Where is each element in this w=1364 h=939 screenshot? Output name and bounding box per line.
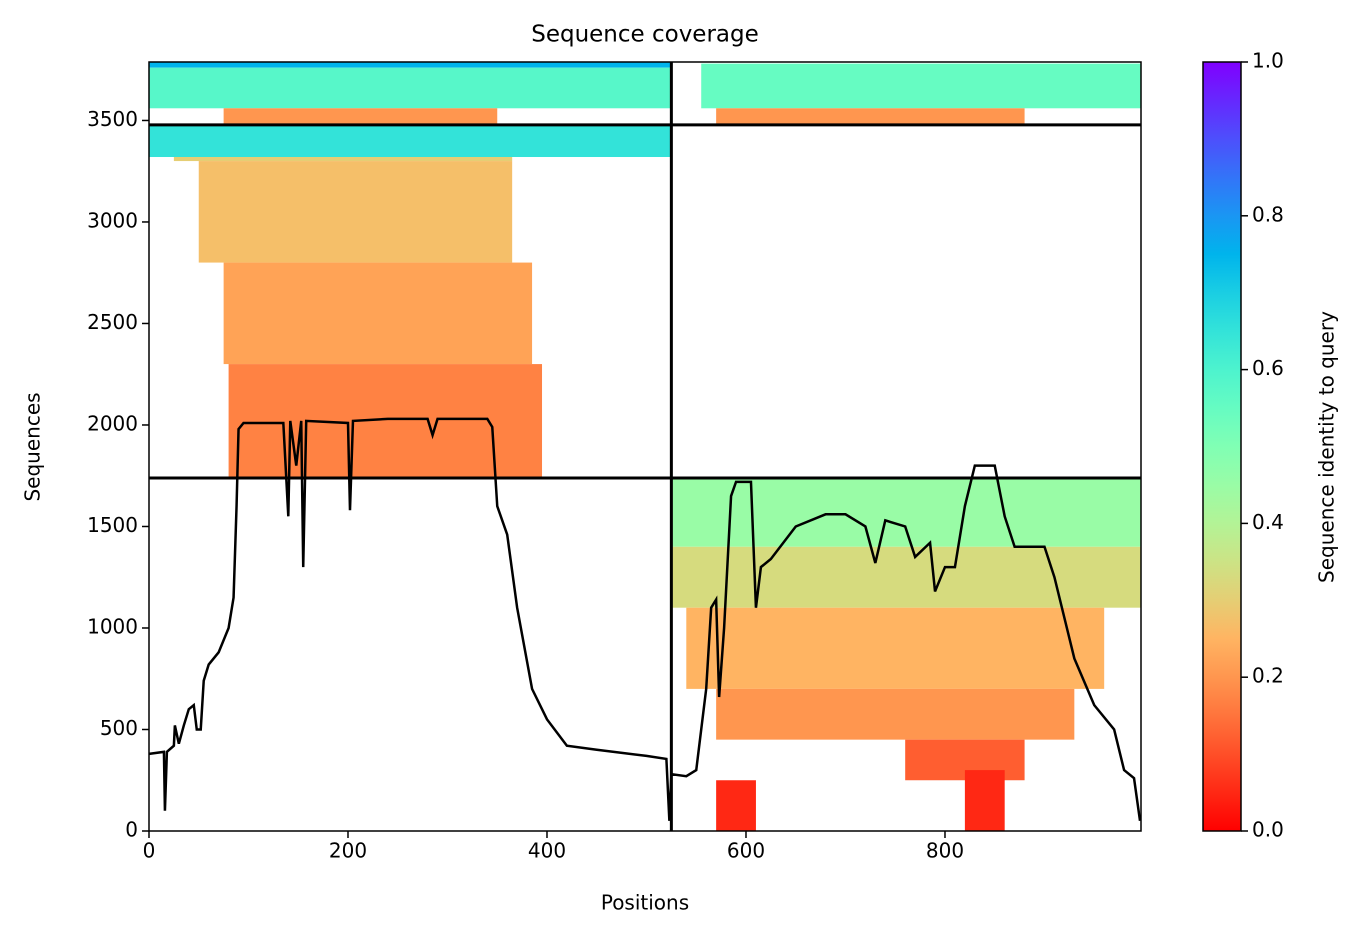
x-tick-label: 200	[329, 839, 367, 863]
coverage-block	[223, 108, 498, 125]
x-tick-label: 800	[926, 839, 964, 863]
x-tick-label: 0	[143, 839, 156, 863]
y-tick-label: 1000	[87, 614, 138, 638]
x-axis-label: Positions	[601, 891, 689, 915]
x-tick-label: 600	[727, 839, 765, 863]
coverage-line	[148, 417, 1142, 822]
y-tick-label: 3000	[87, 208, 138, 232]
y-tick-label: 3500	[87, 107, 138, 131]
chart-title: Sequence coverage	[531, 22, 759, 48]
coverage-block	[671, 477, 1141, 547]
coverage-block	[198, 161, 513, 263]
coverage-block	[671, 546, 1141, 608]
colorbar-tick-label: 1.0	[1252, 49, 1284, 73]
y-tick-label: 0	[125, 818, 138, 842]
y-tick-label: 500	[100, 716, 138, 740]
colorbar-tick-label: 0.0	[1252, 818, 1284, 842]
coverage-block	[716, 108, 1025, 125]
colorbar	[1202, 61, 1242, 832]
y-tick-label: 2500	[87, 310, 138, 334]
plot-frame	[148, 61, 1142, 832]
coverage-block	[149, 67, 672, 109]
y-tick-label: 1500	[87, 513, 138, 537]
coverage-block	[173, 157, 513, 162]
coverage-block	[149, 124, 672, 158]
colorbar-tick-label: 0.6	[1252, 356, 1284, 380]
colorbar-tick-label: 0.4	[1252, 510, 1284, 534]
coverage-block	[716, 780, 756, 831]
coverage-block	[223, 262, 533, 365]
coverage-block	[686, 607, 1105, 689]
y-tick-label: 2000	[87, 411, 138, 435]
coverage-block	[905, 739, 1025, 781]
colorbar-tick-label: 0.8	[1252, 202, 1284, 226]
coverage-block	[701, 63, 1141, 109]
x-tick-label: 400	[528, 839, 566, 863]
colorbar-label: Sequence identity to query	[1315, 311, 1339, 583]
coverage-block	[964, 770, 1005, 831]
coverage-block	[149, 62, 672, 68]
coverage-block	[716, 688, 1075, 740]
colorbar-tick-label: 0.2	[1252, 664, 1284, 688]
y-axis-label: Sequences	[21, 392, 45, 501]
